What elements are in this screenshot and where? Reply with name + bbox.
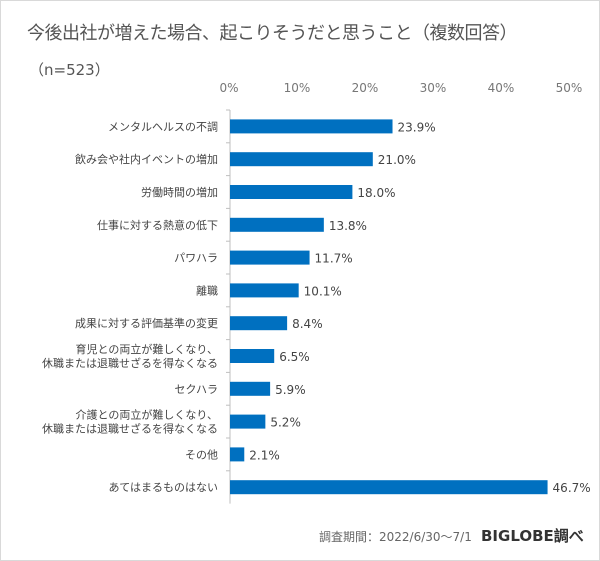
x-tick-label: 50% bbox=[556, 81, 583, 95]
category-label: あてはまるものはない bbox=[108, 481, 218, 494]
bar bbox=[230, 119, 393, 134]
bar bbox=[230, 381, 271, 396]
data-label: 11.7% bbox=[315, 252, 353, 266]
bar bbox=[230, 217, 324, 232]
bar bbox=[230, 480, 548, 495]
data-label: 21.0% bbox=[378, 153, 416, 167]
x-tick-label: 40% bbox=[488, 81, 515, 95]
data-label: 2.1% bbox=[249, 448, 280, 462]
survey-period: 調査期間：2022/6/30～7/1 bbox=[319, 530, 472, 544]
bar bbox=[230, 414, 266, 429]
data-label: 23.9% bbox=[398, 120, 436, 134]
category-label: パワハラ bbox=[174, 252, 218, 265]
bar bbox=[230, 283, 299, 298]
chart-title: 今後出社が増えた場合、起こりそうだと思うこと（複数回答） bbox=[27, 23, 518, 44]
data-label: 6.5% bbox=[279, 350, 310, 364]
data-label: 10.1% bbox=[304, 284, 342, 298]
data-label: 46.7% bbox=[553, 481, 591, 495]
source-label: BIGLOBE調べ bbox=[481, 527, 584, 545]
data-label: 5.2% bbox=[270, 416, 301, 430]
bar bbox=[230, 250, 310, 265]
bar bbox=[230, 349, 275, 363]
category-label: 労働時間の増加 bbox=[141, 185, 218, 199]
x-tick-label: 20% bbox=[352, 81, 379, 95]
x-tick-label: 30% bbox=[420, 81, 447, 95]
chart-subtitle: （n=523） bbox=[29, 61, 110, 79]
bar bbox=[230, 152, 373, 167]
category-label: メンタルヘルスの不調 bbox=[108, 119, 218, 133]
x-tick-label: 0% bbox=[219, 81, 238, 95]
category-label: 介護との両立が難しくなり、休職または退職せざるを得なくなる bbox=[42, 408, 218, 436]
category-label: 成果に対する評価基準の変更 bbox=[75, 316, 218, 330]
bar bbox=[230, 447, 245, 462]
data-label: 13.8% bbox=[329, 219, 367, 233]
data-label: 18.0% bbox=[357, 186, 395, 200]
category-label: 育児との両立が難しくなり、休職または退職せざるを得なくなる bbox=[42, 342, 218, 370]
x-tick-label: 10% bbox=[284, 81, 311, 95]
category-label: セクハラ bbox=[175, 383, 218, 396]
category-label: 仕事に対する熱意の低下 bbox=[97, 218, 218, 232]
bar bbox=[230, 185, 353, 199]
category-label: その他 bbox=[185, 448, 218, 461]
bar bbox=[230, 316, 288, 331]
category-label: 飲み会や社内イベントの増加 bbox=[75, 152, 218, 166]
data-label: 5.9% bbox=[275, 383, 306, 397]
data-label: 8.4% bbox=[292, 317, 323, 331]
category-label: 離職 bbox=[196, 283, 218, 297]
